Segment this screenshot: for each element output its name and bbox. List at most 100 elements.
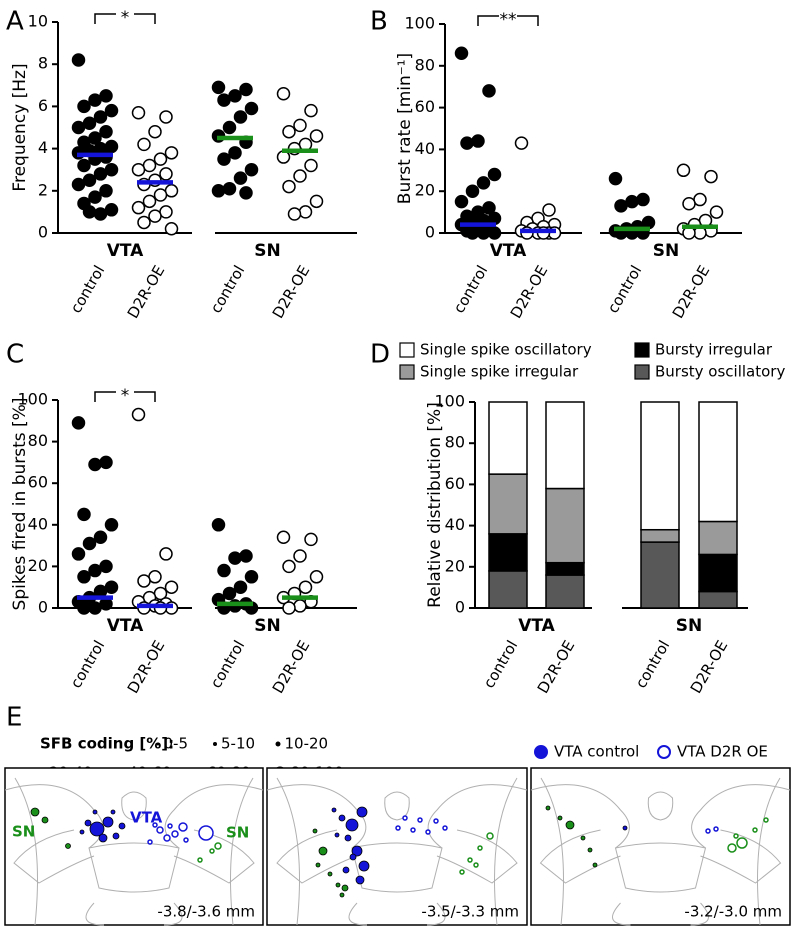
y-tick-label: 6 <box>38 96 48 115</box>
data-point <box>164 222 179 236</box>
data-point <box>131 407 146 422</box>
data-point <box>636 192 650 207</box>
legend-swatch <box>399 342 415 358</box>
size-legend-label: 0-5 <box>164 735 189 753</box>
recording-site <box>147 839 153 845</box>
section-label: -3.8/-3.6 mm <box>157 903 255 921</box>
y-tick-label: 10 <box>28 12 48 31</box>
data-point <box>137 574 151 588</box>
data-point <box>217 563 231 578</box>
recording-site <box>339 892 345 898</box>
atlas-outline <box>427 784 528 849</box>
atlas-outline <box>351 842 443 893</box>
data-point <box>487 167 502 182</box>
brain-outline <box>530 777 791 926</box>
data-point <box>104 580 119 594</box>
category-label: control <box>67 262 109 316</box>
data-point <box>159 547 173 561</box>
data-point <box>142 158 157 173</box>
category-label: D2R-OE <box>269 262 314 321</box>
data-point <box>482 84 496 98</box>
y-tick-label: 2 <box>38 180 48 199</box>
data-point <box>309 129 324 143</box>
data-point <box>93 207 108 221</box>
data-point <box>244 570 259 584</box>
y-axis-label: Burst rate [min⁻¹] <box>395 53 415 204</box>
recording-site <box>402 815 408 821</box>
category-label: control <box>450 262 492 316</box>
recording-site <box>163 834 171 842</box>
recording-site <box>763 817 769 823</box>
data-point <box>99 124 113 139</box>
recording-site <box>345 818 359 832</box>
recording-site <box>214 842 222 850</box>
category-label: control <box>604 262 646 316</box>
data-point <box>239 549 253 563</box>
bar-segment <box>698 401 738 523</box>
recording-site <box>98 833 108 843</box>
data-point <box>465 184 480 198</box>
atlas-outline <box>612 902 709 926</box>
data-point <box>211 518 226 532</box>
data-point <box>465 226 480 240</box>
atlas-outline <box>276 829 358 884</box>
data-point <box>239 186 253 200</box>
data-point <box>131 200 146 215</box>
category-label: D2R-OE <box>507 262 552 321</box>
data-point <box>88 601 102 615</box>
y-tick-label: 0 <box>425 223 435 242</box>
y-tick-label: 80 <box>415 55 435 74</box>
y-tick-label: 80 <box>28 431 48 450</box>
data-point <box>77 507 91 522</box>
recording-site <box>736 837 748 849</box>
data-point <box>304 532 318 547</box>
bar-segment <box>698 590 738 609</box>
recording-site <box>410 827 416 833</box>
data-point <box>82 205 97 219</box>
data-point <box>71 547 86 561</box>
significance-label: ** <box>500 10 517 30</box>
data-point <box>88 457 102 472</box>
data-point <box>104 518 119 532</box>
bar-segment <box>640 541 680 609</box>
bar-segment <box>640 401 680 531</box>
data-point <box>159 205 173 219</box>
recording-site <box>344 834 352 842</box>
group-label: VTA <box>490 241 527 261</box>
y-tick-label: 20 <box>415 181 435 200</box>
recording-site <box>565 820 575 830</box>
y-tick-label: 0 <box>455 598 465 617</box>
data-point <box>77 570 91 584</box>
data-point <box>487 226 502 240</box>
group-legend-label: VTA control <box>554 743 639 761</box>
data-point <box>282 124 296 139</box>
panel-letter: E <box>6 703 22 733</box>
recording-site <box>342 866 350 874</box>
recording-site <box>467 857 473 863</box>
bar-segment <box>488 473 528 535</box>
legend-swatch <box>399 364 415 380</box>
data-point <box>293 169 307 183</box>
data-point <box>476 226 491 240</box>
data-point <box>217 152 231 166</box>
atlas-outline <box>88 842 180 893</box>
category-label: D2R-OE <box>687 637 732 696</box>
recording-site <box>727 843 737 853</box>
data-point <box>614 199 628 213</box>
data-point <box>148 209 162 223</box>
data-point <box>93 110 108 124</box>
data-point <box>293 599 307 613</box>
data-point <box>222 120 237 135</box>
legend-label: Single spike irregular <box>420 363 579 381</box>
group-legend-dot <box>657 745 671 759</box>
data-point <box>104 103 119 118</box>
significance-bracket <box>477 15 539 26</box>
bar-segment <box>640 528 680 543</box>
atlas-outline <box>266 784 367 849</box>
data-point <box>542 203 556 217</box>
data-point <box>514 136 529 150</box>
data-point <box>276 530 291 545</box>
y-axis-label: Relative distribution [%] <box>425 402 445 608</box>
group-label: VTA <box>107 241 144 261</box>
data-point <box>211 184 226 198</box>
